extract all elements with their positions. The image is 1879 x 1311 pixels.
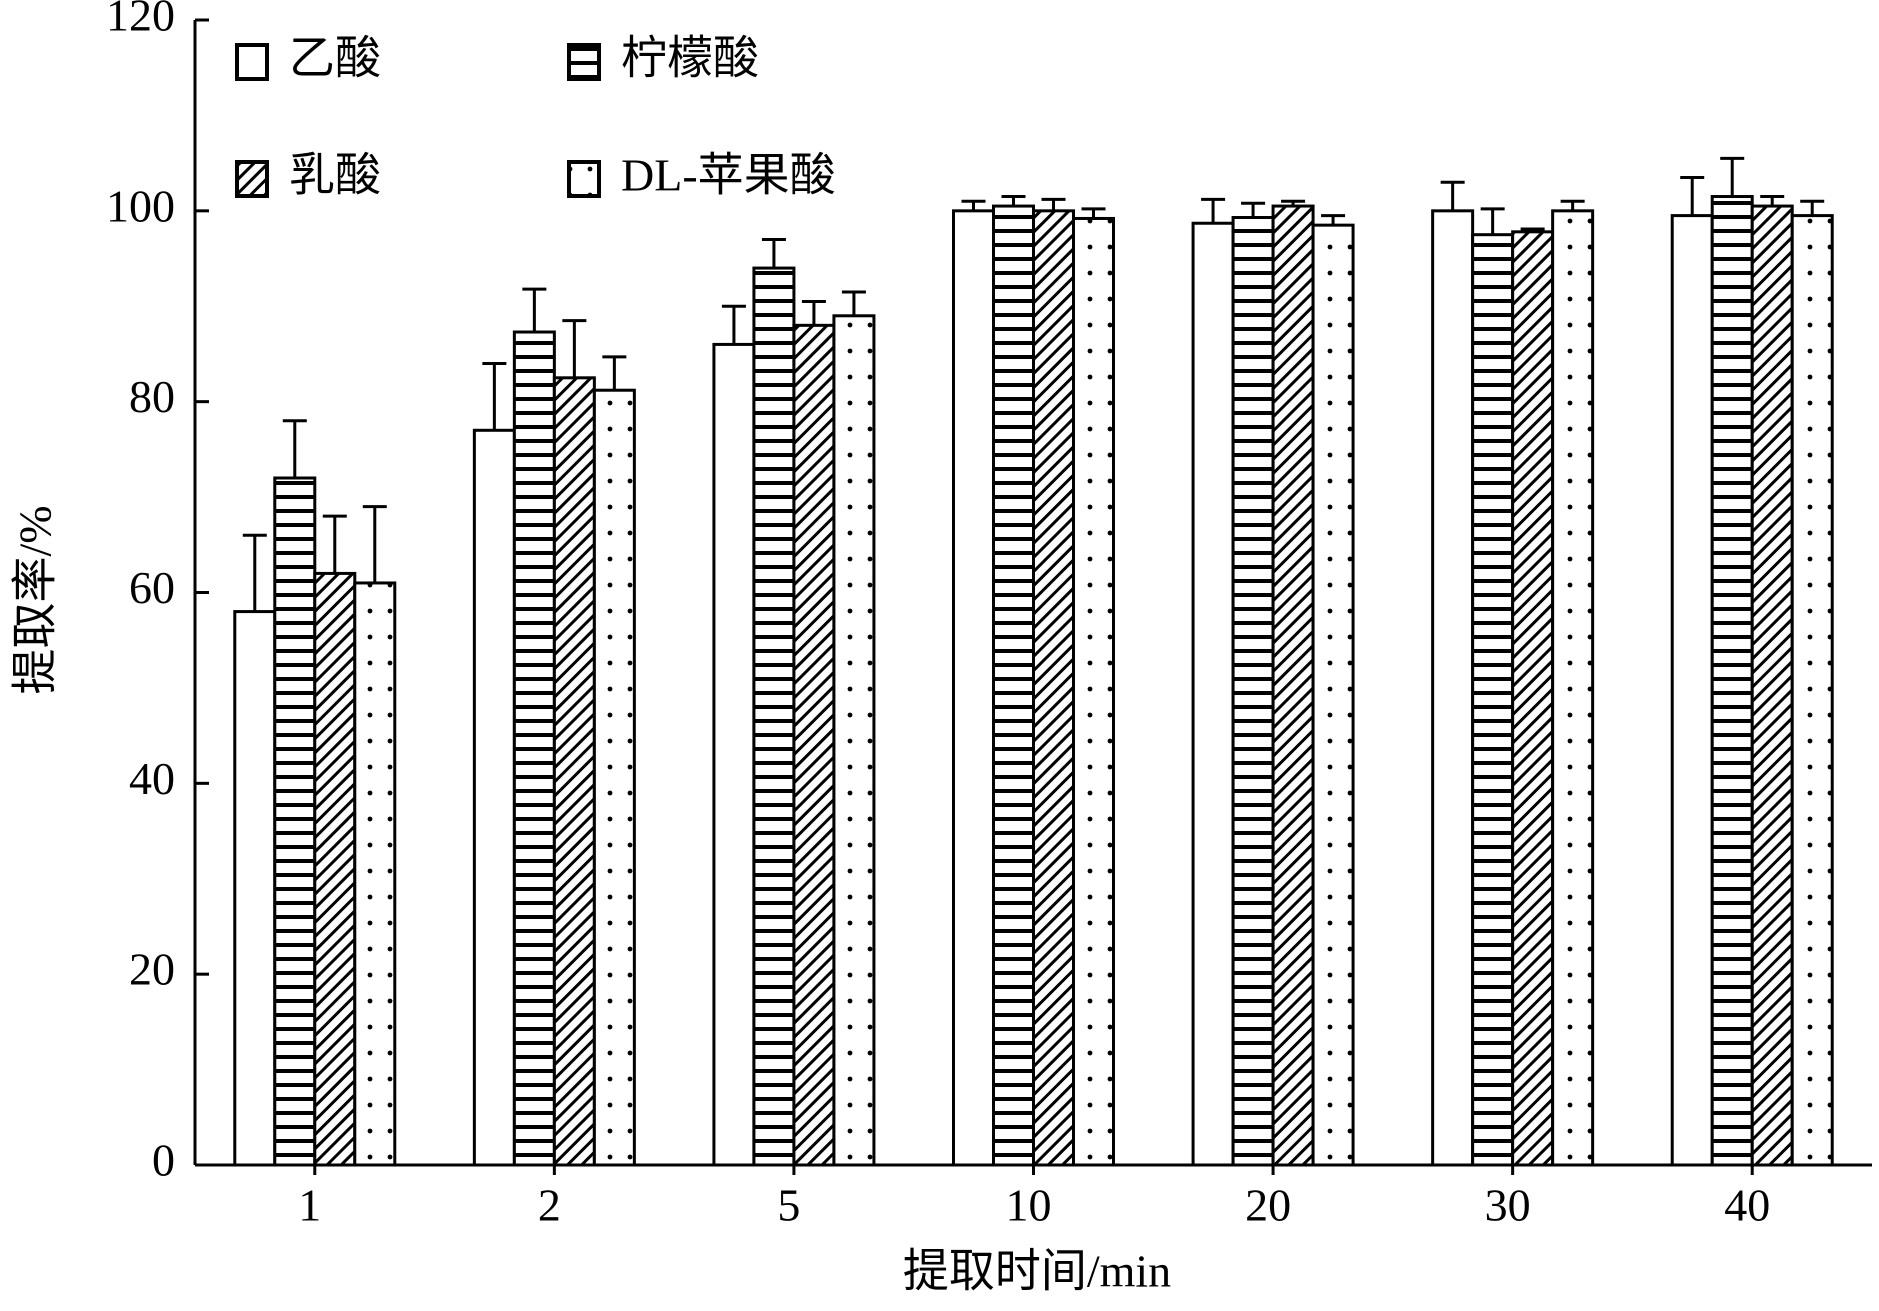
- error-bar: [322, 514, 347, 574]
- error-bar: [1001, 195, 1026, 207]
- bar: [353, 581, 397, 1167]
- bar: [1032, 209, 1075, 1167]
- bar: [1431, 209, 1475, 1167]
- error-bar: [482, 362, 507, 431]
- bar: [552, 376, 596, 1167]
- bar: [792, 323, 836, 1167]
- bar: [1311, 223, 1355, 1167]
- error-bar: [1321, 214, 1346, 226]
- error-bar: [1440, 180, 1465, 211]
- bar: [832, 314, 876, 1167]
- error-bar: [1201, 197, 1226, 224]
- legend-label: 乙酸: [289, 33, 381, 84]
- y-tick-label: 100: [106, 180, 175, 231]
- x-tick-label: 30: [1485, 1180, 1531, 1231]
- error-bar: [1800, 199, 1825, 216]
- bar: [1271, 204, 1315, 1167]
- bar: [752, 266, 796, 1167]
- bar: [273, 476, 317, 1167]
- bar: [1471, 233, 1515, 1167]
- legend-swatch: [235, 43, 269, 81]
- bar: [233, 610, 277, 1167]
- y-tick-label: 0: [152, 1135, 175, 1186]
- error-bar: [282, 419, 307, 478]
- error-bar: [801, 299, 826, 326]
- legend-label: DL-苹果酸: [621, 150, 836, 201]
- error-bar: [1680, 175, 1705, 216]
- legend-label: 乳酸: [289, 150, 381, 201]
- y-tick-label: 20: [129, 944, 175, 995]
- error-bar: [1760, 195, 1785, 207]
- error-bar: [1560, 199, 1585, 211]
- bar: [1072, 216, 1115, 1167]
- bar: [592, 388, 636, 1167]
- bar: [1750, 204, 1794, 1167]
- y-tick-label: 120: [106, 0, 175, 41]
- error-bar: [721, 304, 746, 345]
- error-bar: [1520, 227, 1545, 232]
- x-tick-label: 2: [538, 1180, 561, 1231]
- legend-swatch: [567, 43, 601, 81]
- legend-label: 柠檬酸: [621, 33, 759, 84]
- legend-swatch: [235, 160, 269, 198]
- error-bar: [1281, 199, 1306, 207]
- error-bar: [522, 287, 547, 333]
- x-axis-label: 提取时间/min: [903, 1246, 1171, 1297]
- error-bar: [761, 237, 786, 269]
- x-tick-label: 20: [1245, 1180, 1291, 1231]
- error-bar: [961, 199, 986, 211]
- error-bar: [362, 505, 387, 583]
- bar: [952, 209, 995, 1167]
- bar: [1231, 216, 1275, 1167]
- legend-swatch: [567, 160, 601, 198]
- bar: [1710, 195, 1754, 1167]
- y-tick-label: 80: [129, 371, 175, 422]
- error-bar: [562, 319, 587, 378]
- bar: [472, 428, 516, 1167]
- bar: [1191, 221, 1235, 1167]
- y-tick-label: 40: [129, 753, 175, 804]
- bar: [992, 204, 1035, 1167]
- x-tick-label: 40: [1724, 1180, 1770, 1231]
- y-tick-label: 60: [129, 562, 175, 613]
- error-bar: [1241, 201, 1266, 218]
- error-bar: [242, 533, 267, 612]
- bar: [1670, 214, 1714, 1167]
- error-bar: [1720, 156, 1745, 197]
- bar: [512, 330, 556, 1167]
- error-bar: [602, 355, 627, 391]
- bar: [712, 342, 756, 1167]
- bar: [313, 571, 357, 1167]
- bar: [1551, 209, 1595, 1167]
- x-tick-label: 10: [1006, 1180, 1052, 1231]
- error-bar: [1041, 197, 1066, 211]
- error-bar: [1480, 207, 1505, 235]
- x-tick-label: 5: [777, 1180, 800, 1231]
- bar: [1790, 214, 1834, 1167]
- error-bar: [1081, 207, 1106, 219]
- bar: [1511, 230, 1555, 1167]
- error-bar: [841, 290, 866, 316]
- y-axis-label: 提取率/%: [10, 505, 61, 694]
- x-tick-label: 1: [298, 1180, 321, 1231]
